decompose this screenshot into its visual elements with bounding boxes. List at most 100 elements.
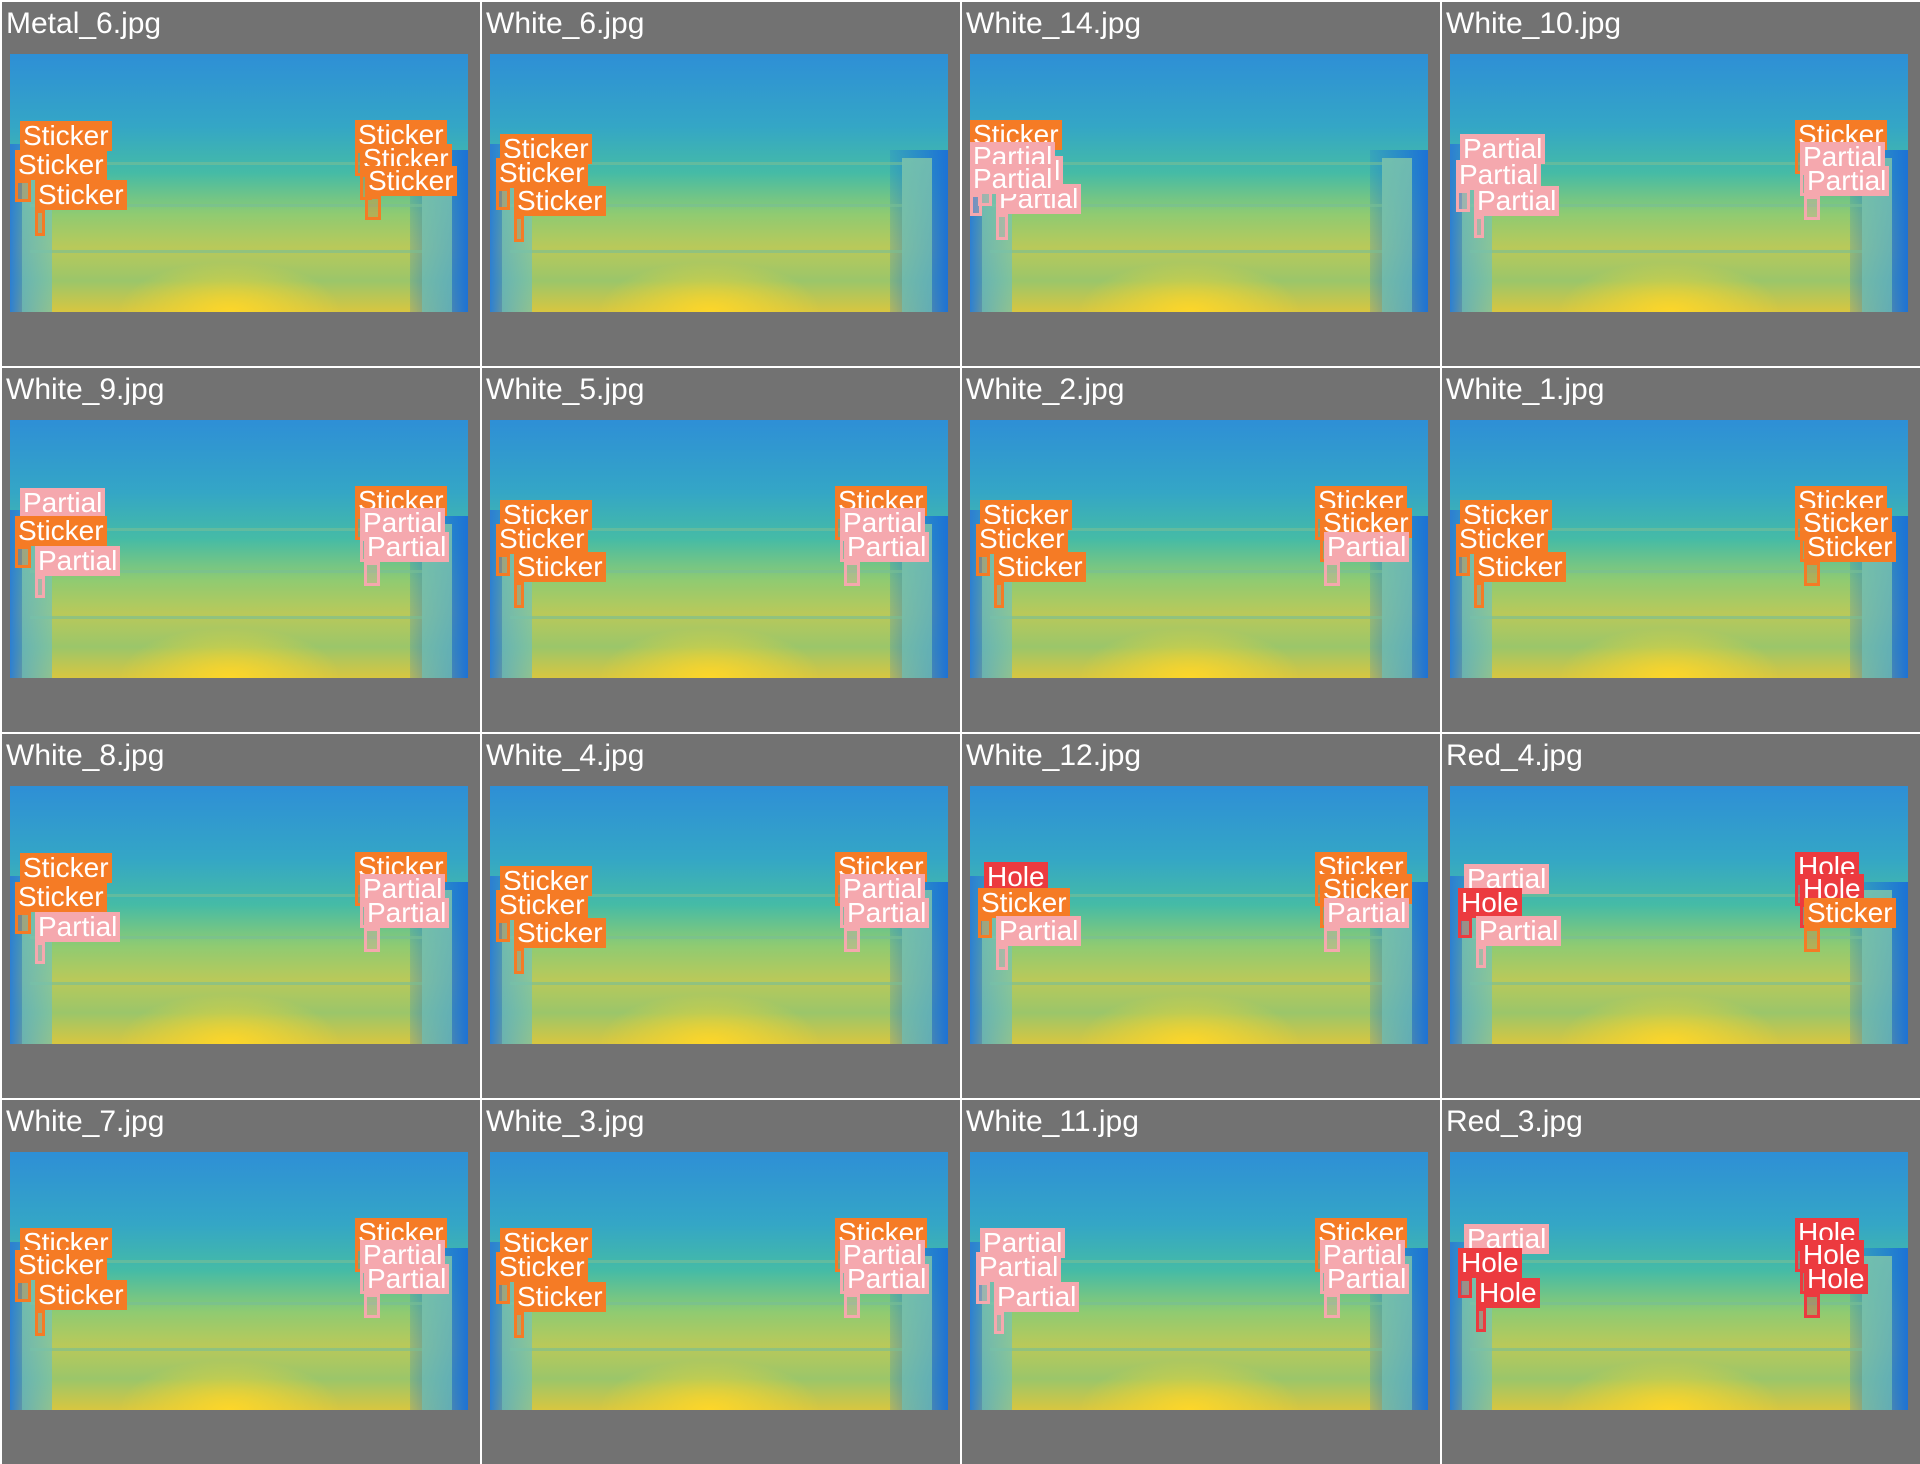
- detection-label: Sticker: [994, 552, 1086, 582]
- detection-label: Sticker: [1804, 532, 1896, 562]
- detection-label: Partial: [364, 532, 450, 562]
- bounding-box: [1456, 554, 1470, 576]
- bounding-box: [364, 1294, 380, 1318]
- photo-shading: [1470, 936, 1862, 939]
- thermal-photo: Partial Hole Partial Hole Hole Sticker: [1450, 786, 1908, 1044]
- detection-label: Partial: [35, 912, 121, 942]
- image-tile[interactable]: Red_3.jpg Partial Hole Hole Hole Hole Hole: [1442, 1100, 1920, 1464]
- bounding-box: [1456, 190, 1470, 212]
- detection-label: Sticker: [20, 121, 112, 151]
- detection-partial: Partial: [1474, 186, 1560, 238]
- thermal-photo: Sticker Sticker Sticker: [490, 54, 948, 312]
- photo-shading: [1470, 894, 1862, 897]
- detection-partial: Partial: [976, 1252, 1062, 1304]
- bounding-box: [1804, 562, 1820, 586]
- photo-shading: [510, 894, 902, 897]
- photo-shading: [1470, 528, 1862, 531]
- detection-label: Sticker: [514, 552, 606, 582]
- image-tile[interactable]: White_2.jpg Sticker Sticker Sticker Sticker S…: [962, 368, 1440, 732]
- detection-sticker: Sticker: [514, 186, 606, 242]
- bounding-box: [35, 942, 45, 964]
- bounding-box: [1804, 928, 1820, 952]
- detection-label: Sticker: [365, 166, 457, 196]
- detection-label: Partial: [1804, 166, 1890, 196]
- detection-sticker: Sticker: [976, 524, 1068, 576]
- detection-label: Sticker: [15, 882, 107, 912]
- bounding-box: [15, 180, 31, 202]
- detection-sticker: Sticker: [15, 1250, 107, 1302]
- detection-label: Sticker: [15, 516, 107, 546]
- image-tile[interactable]: White_7.jpg Sticker Sticker Sticker Sticker P…: [2, 1100, 480, 1464]
- tile-filename: White_5.jpg: [486, 373, 645, 406]
- detection-sticker: Sticker: [15, 150, 107, 202]
- image-tile[interactable]: White_8.jpg Sticker Sticker Partial Sticker P…: [2, 734, 480, 1098]
- detection-label: Partial: [1324, 1264, 1410, 1294]
- bounding-box: [1476, 946, 1486, 968]
- image-tile[interactable]: White_5.jpg Sticker Sticker Sticker Sticker P…: [482, 368, 960, 732]
- bounding-box: [1458, 1278, 1472, 1298]
- image-tile[interactable]: White_10.jpg Partial Partial Partial Sticker…: [1442, 2, 1920, 366]
- detection-sticker: Sticker: [35, 180, 127, 236]
- image-tile[interactable]: White_9.jpg Partial Sticker Partial Sticker P…: [2, 368, 480, 732]
- detection-label: Partial: [994, 1282, 1080, 1312]
- photo-shading: [30, 1302, 422, 1305]
- bounding-box: [1324, 928, 1340, 952]
- photo-shading: [990, 162, 1382, 165]
- detection-sticker: Sticker: [978, 888, 1070, 938]
- photo-shading: [510, 982, 902, 985]
- image-tile[interactable]: White_12.jpg Hole Sticker Partial Sticker Sti…: [962, 734, 1440, 1098]
- detection-sticker: Sticker: [1804, 898, 1896, 952]
- thermal-photo: Sticker Sticker Sticker Sticker Partial Parti…: [10, 1152, 468, 1410]
- image-tile[interactable]: White_4.jpg Sticker Sticker Sticker Sticker P…: [482, 734, 960, 1098]
- image-tile[interactable]: White_11.jpg Partial Partial Partial Sticker…: [962, 1100, 1440, 1464]
- detection-label: Partial: [1324, 532, 1410, 562]
- detection-sticker: Sticker: [1456, 524, 1548, 576]
- bounding-box: [970, 194, 982, 216]
- bounding-box: [1804, 196, 1820, 220]
- photo-shading: [990, 936, 1382, 939]
- photo-shading: [990, 1348, 1382, 1351]
- detection-partial: Partial: [970, 164, 1056, 216]
- detection-hole: Hole: [984, 862, 1048, 910]
- bounding-box: [1474, 216, 1484, 238]
- image-tile[interactable]: White_1.jpg Sticker Sticker Sticker Sticker S…: [1442, 368, 1920, 732]
- detection-sticker: Sticker: [1804, 532, 1896, 586]
- photo-shading: [510, 616, 902, 619]
- thermal-photo: Hole Sticker Partial Sticker Sticker Partial: [970, 786, 1428, 1044]
- bounding-box: [35, 1310, 45, 1336]
- photo-shading: [1470, 1348, 1862, 1351]
- image-tile[interactable]: Metal_6.jpg Sticker Sticker Sticker Sticker S…: [2, 2, 480, 366]
- photo-shading: [1470, 982, 1862, 985]
- detection-partial: Partial: [1324, 898, 1410, 952]
- photo-shading: [510, 936, 902, 939]
- detection-label: Sticker: [496, 890, 588, 920]
- detection-label: Hole: [1458, 1248, 1522, 1278]
- photo-shading: [990, 982, 1382, 985]
- thermal-photo: Sticker Sticker Sticker Sticker Partial Parti…: [490, 1152, 948, 1410]
- detection-label: Sticker: [15, 150, 107, 180]
- image-tile[interactable]: White_6.jpg Sticker Sticker Sticker: [482, 2, 960, 366]
- image-tile[interactable]: Red_4.jpg Partial Hole Partial Hole Hole Stick…: [1442, 734, 1920, 1098]
- bounding-box: [514, 216, 524, 242]
- photo-shading: [30, 936, 422, 939]
- thermal-photo: Sticker Sticker Partial Sticker Partial Parti…: [10, 786, 468, 1044]
- detection-label: Hole: [1476, 1278, 1540, 1308]
- bounding-box: [364, 928, 380, 952]
- image-tile[interactable]: White_14.jpg HolePartialPartialStickerPar…: [962, 2, 1440, 366]
- tile-filename: White_6.jpg: [486, 7, 645, 40]
- bounding-box: [365, 196, 381, 220]
- bounding-box: [978, 918, 992, 938]
- detection-label: Hole: [1458, 888, 1522, 918]
- image-tile[interactable]: White_3.jpg Sticker Sticker Sticker Sticker P…: [482, 1100, 960, 1464]
- photo-shading: [30, 528, 422, 531]
- detection-partial: Partial: [1324, 1264, 1410, 1318]
- photo-shading: [510, 162, 902, 165]
- detection-label: Hole: [984, 862, 1048, 892]
- detection-label: Sticker: [35, 1280, 127, 1310]
- photo-shading: [990, 1260, 1382, 1263]
- photo-shading: [30, 250, 422, 253]
- detection-label: Sticker: [976, 524, 1068, 554]
- detection-label: Sticker: [514, 186, 606, 216]
- tile-filename: White_8.jpg: [6, 739, 165, 772]
- detection-partial: Partial: [1476, 916, 1562, 968]
